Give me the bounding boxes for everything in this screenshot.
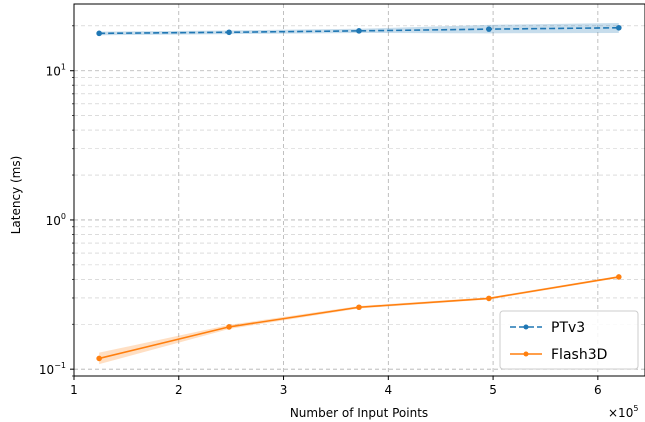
x-tick-label: 4 [384,383,392,397]
legend: PTv3 Flash3D [499,310,639,370]
x-tick-label: 1 [70,383,78,397]
legend-swatch-flash3d-marker [523,351,529,357]
y-tick-exponent: −1 [54,361,66,370]
y-tick-exponent: 1 [61,63,66,72]
y-tick-base: 10 [39,363,54,377]
x-tick-label: 3 [280,383,288,397]
x-offset-label: ×105 [608,404,638,420]
x-tick-label: 2 [175,383,183,397]
x-axis-label: Number of Input Points [290,406,428,420]
x-tick-label: 5 [489,383,497,397]
legend-label-flash3d: Flash3D [551,347,607,363]
series-line-ptv3 [99,26,619,35]
plot-frame [73,3,645,377]
y-tick-exponent: 0 [61,212,66,221]
data-point-ptv3 [616,24,622,31]
data-point-flash3d [486,295,492,302]
series [96,24,622,362]
data-point-flash3d [96,355,102,362]
data-point-ptv3 [356,28,362,34]
data-point-ptv3 [96,30,102,37]
legend-label-ptv3: PTv3 [551,320,585,336]
data-point-ptv3 [486,26,492,32]
legend-swatch-ptv3-marker [523,324,529,330]
x-tick-label: 6 [594,383,602,397]
data-point-flash3d [356,304,362,311]
y-tick-label: 101 [46,63,66,79]
data-point-flash3d [616,274,622,280]
data-point-ptv3 [226,29,232,36]
y-axis-label: Latency (ms) [9,156,23,235]
data-point-flash3d [226,324,232,330]
y-tick-base: 10 [46,214,61,228]
y-tick-label: 10−1 [39,361,66,377]
x-offset-exponent: 5 [633,404,638,413]
y-tick-label: 100 [46,212,66,228]
y-tick-base: 10 [46,65,61,79]
x-offset-base: ×10 [608,406,633,420]
